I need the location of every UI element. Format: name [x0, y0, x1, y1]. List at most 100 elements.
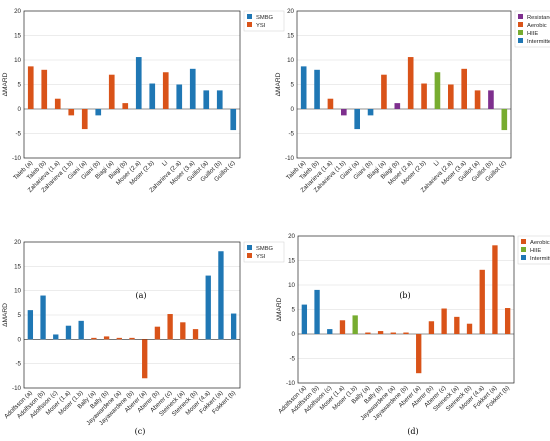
- panel-label: (d): [407, 427, 418, 436]
- bar: [352, 315, 358, 334]
- legend-swatch: [247, 245, 252, 250]
- y-tick-label: 10: [288, 282, 295, 289]
- y-tick-label: 0: [292, 331, 296, 338]
- bar: [479, 269, 485, 334]
- bar: [367, 109, 374, 116]
- y-tick-label: 0: [291, 106, 295, 113]
- bar: [354, 109, 360, 130]
- legend-swatch: [521, 255, 526, 260]
- y-axis-label: ΔMARD: [2, 303, 9, 327]
- x-tick-label: Li: [161, 159, 169, 167]
- bar: [461, 68, 467, 109]
- legend: [243, 10, 285, 32]
- bar: [27, 66, 34, 109]
- bar: [41, 69, 48, 109]
- legend-entry: Intermittent: [527, 39, 550, 45]
- bar: [441, 308, 447, 334]
- y-axis-label: ΔMARD: [2, 72, 9, 96]
- panel-label: (c): [135, 427, 146, 436]
- bar: [230, 313, 237, 340]
- y-tick-label: 15: [14, 263, 21, 270]
- y-tick-label: 5: [292, 307, 296, 314]
- y-axis-label: ΔMARD: [275, 72, 282, 96]
- bar: [180, 322, 186, 340]
- bar: [103, 336, 110, 340]
- bar: [81, 109, 88, 130]
- y-tick-label: 15: [287, 33, 294, 40]
- bar: [365, 332, 371, 334]
- bar: [454, 316, 460, 334]
- legend-swatch: [518, 30, 523, 35]
- bar: [218, 251, 224, 340]
- y-tick-label: -5: [289, 356, 295, 363]
- bar: [54, 98, 61, 109]
- panel-label: (a): [135, 291, 146, 300]
- plot-area: [23, 241, 241, 389]
- y-tick-label: 20: [287, 8, 294, 15]
- y-tick-label: 5: [291, 82, 295, 89]
- bar: [403, 332, 409, 334]
- y-tick-label: 20: [14, 239, 21, 246]
- legend-entry: SMBG: [256, 246, 274, 252]
- bar: [448, 84, 454, 109]
- legend-entry: Aerobic: [530, 240, 550, 246]
- bar: [68, 109, 75, 116]
- bar: [377, 331, 384, 334]
- bar: [108, 74, 115, 109]
- bar: [53, 334, 59, 340]
- y-tick-label: -5: [288, 131, 294, 138]
- bar: [116, 337, 122, 340]
- legend-swatch: [521, 247, 526, 252]
- bar: [416, 334, 422, 374]
- legend-entry: YSI: [256, 23, 266, 29]
- plot-area: [296, 10, 512, 159]
- legend-entry: Resistance: [527, 15, 550, 21]
- bar: [474, 90, 481, 109]
- bar: [341, 109, 347, 116]
- bar: [488, 90, 494, 109]
- bar: [216, 90, 223, 109]
- bar: [504, 308, 511, 334]
- bar: [122, 103, 129, 109]
- y-tick-label: -10: [12, 155, 22, 162]
- y-tick-label: 20: [14, 8, 21, 15]
- legend-swatch: [518, 38, 523, 43]
- y-tick-label: -10: [12, 385, 22, 392]
- bar: [314, 69, 320, 109]
- bar: [381, 74, 387, 109]
- bar: [390, 332, 396, 334]
- legend-swatch: [247, 14, 252, 19]
- x-tick-label: Li: [432, 159, 440, 167]
- y-tick-label: 10: [14, 57, 21, 64]
- legend-entry: Intermittent: [530, 256, 550, 262]
- y-axis-label: ΔMARD: [276, 297, 283, 321]
- bar: [40, 295, 46, 340]
- bar: [434, 72, 441, 109]
- bar: [27, 310, 34, 340]
- panel-label: (b): [399, 291, 410, 300]
- y-tick-label: -5: [15, 131, 21, 138]
- bar: [154, 326, 161, 340]
- bar: [314, 289, 320, 334]
- bar: [65, 325, 72, 340]
- y-tick-label: -5: [15, 361, 21, 368]
- y-tick-label: 0: [18, 106, 22, 113]
- bar: [129, 337, 135, 340]
- bar: [91, 337, 97, 340]
- y-tick-label: 10: [287, 57, 294, 64]
- legend-entry: YSI: [256, 254, 266, 260]
- bar: [205, 275, 211, 340]
- y-tick-label: 20: [288, 233, 295, 240]
- plot-area: [297, 235, 515, 384]
- y-tick-label: -10: [285, 155, 295, 162]
- legend-swatch: [247, 22, 252, 27]
- bar: [176, 84, 183, 109]
- bar: [135, 57, 142, 109]
- bar: [492, 245, 498, 334]
- bar: [301, 304, 308, 334]
- bar: [327, 98, 334, 109]
